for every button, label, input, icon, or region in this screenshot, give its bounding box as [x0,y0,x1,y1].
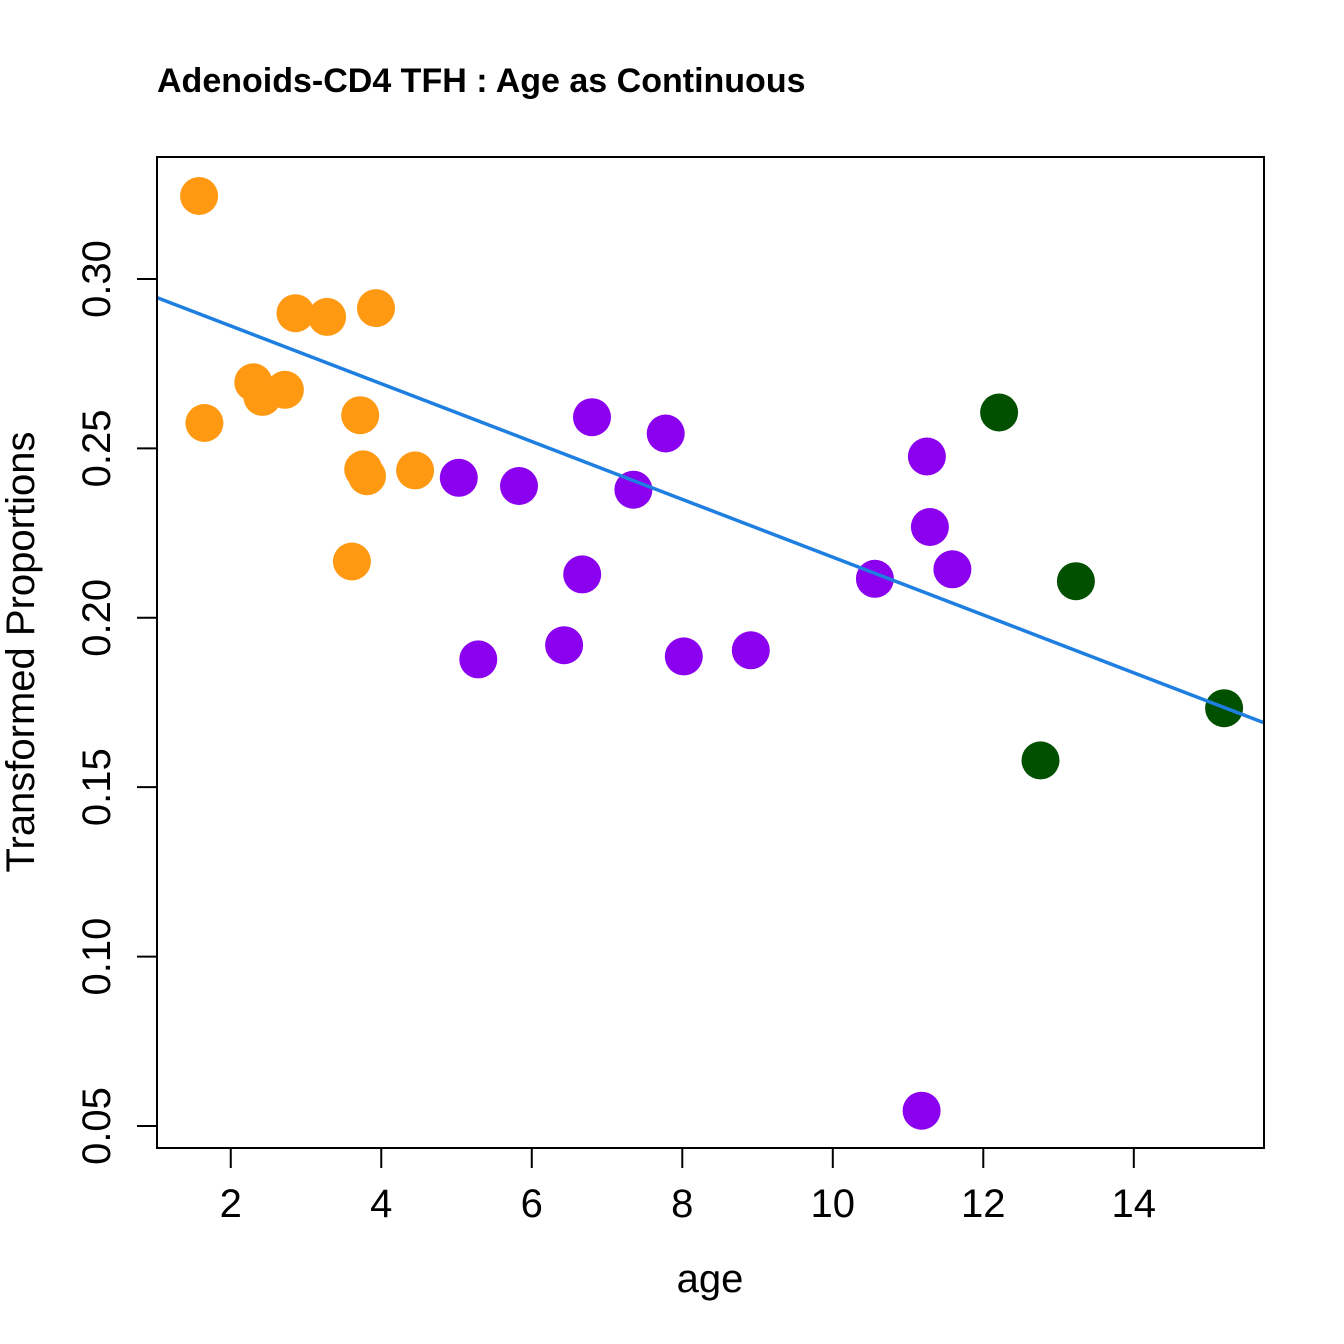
data-point-group-old [980,393,1019,432]
y-tick-label: 0.25 [75,409,119,487]
data-point-group-mid [459,640,498,679]
x-axis: 2 4 6 8 10 12 14 [220,1147,1157,1226]
points-layer [180,177,1244,1130]
data-point-group-mid [439,458,478,497]
data-point-group-mid [664,637,703,676]
y-tick-label: 0.10 [75,918,119,996]
data-point-group-young [357,289,395,328]
data-point-group-mid [910,508,949,546]
data-point-group-mid [907,437,946,476]
fit-line-layer [156,295,1265,725]
regression-line [156,295,1265,725]
y-tick-label: 0.05 [75,1087,119,1165]
data-point-group-young [341,396,380,435]
data-point-group-mid [614,470,653,509]
data-point-group-young [348,457,386,496]
data-point-group-mid [933,550,972,589]
y-tick-label: 0.15 [75,748,119,826]
y-axis: 0.05 0.10 0.15 0.20 0.25 0.30 [75,240,158,1165]
data-point-group-old [1056,562,1095,601]
data-point-group-young [265,370,304,409]
x-tick-label: 12 [961,1182,1006,1226]
data-point-group-mid [902,1091,941,1130]
data-point-group-young [180,177,219,215]
data-point-group-young [396,451,435,490]
data-point-group-mid [545,626,584,665]
x-tick-label: 10 [811,1182,856,1226]
x-tick-label: 2 [220,1182,242,1226]
data-point-group-young [185,404,224,442]
y-axis-label: Transformed Proportions [0,432,43,873]
y-tick-label: 0.20 [75,579,119,657]
data-point-group-old [1021,741,1060,780]
y-tick-label: 0.30 [75,240,119,318]
x-tick-label: 8 [671,1182,693,1226]
data-point-group-young [276,294,315,333]
data-point-group-mid [500,467,538,505]
data-point-group-mid [563,555,602,594]
x-tick-label: 4 [370,1182,392,1226]
x-axis-label: age [677,1257,744,1301]
data-point-group-mid [646,414,685,453]
data-point-group-young [308,297,347,336]
data-point-group-mid [731,631,770,670]
data-point-group-mid [573,398,611,437]
chart-title: Adenoids-CD4 TFH : Age as Continuous [157,62,806,100]
data-point-group-young [332,542,371,581]
x-tick-label: 6 [521,1182,543,1226]
x-tick-label: 14 [1112,1182,1157,1226]
